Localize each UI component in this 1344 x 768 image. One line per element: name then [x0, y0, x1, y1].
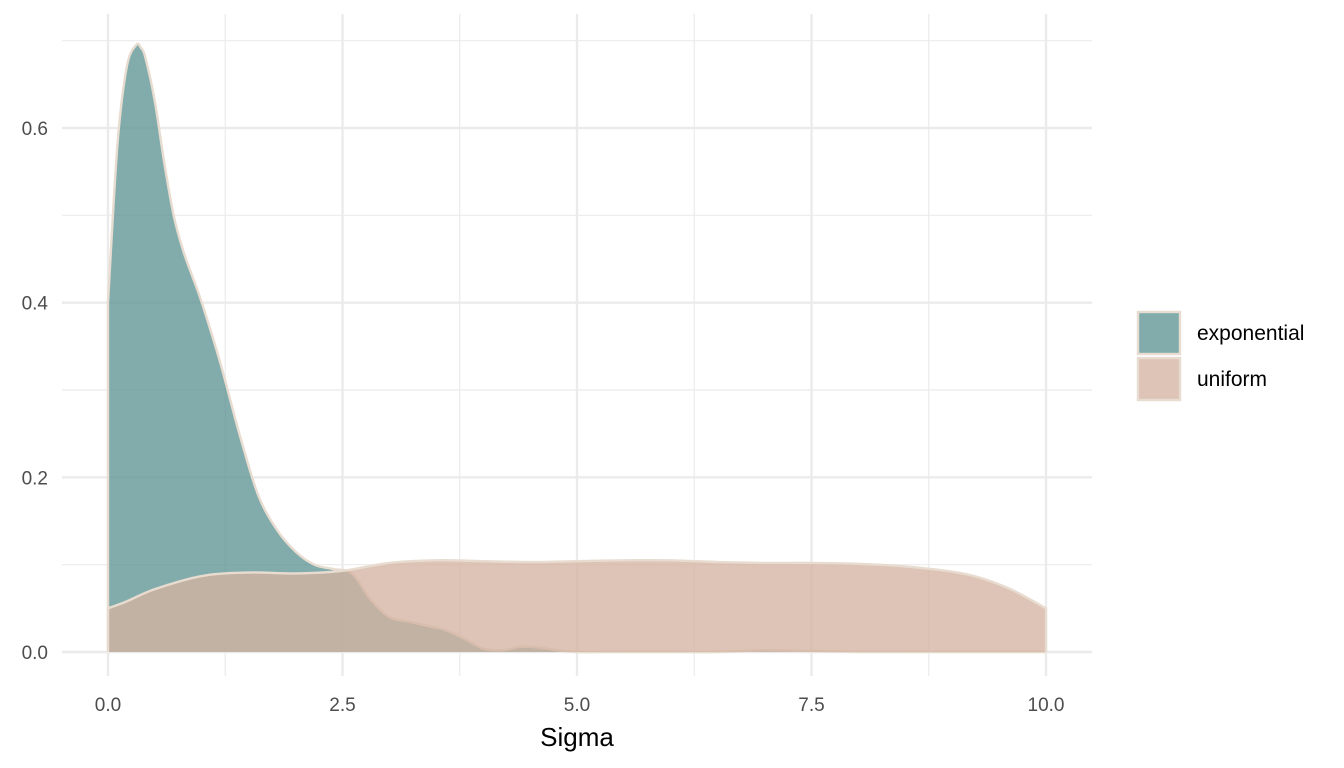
- y-tick-label: 0.0: [22, 643, 48, 664]
- x-axis-title: Sigma: [540, 722, 614, 752]
- x-tick-label: 5.0: [564, 695, 590, 716]
- y-axis-tick-labels: 0.0 0.2 0.4 0.6: [22, 119, 49, 664]
- x-tick-label: 10.0: [1028, 695, 1065, 716]
- density-area-uniform: [108, 560, 1046, 652]
- legend-key-uniform: [1136, 356, 1182, 402]
- y-tick-label: 0.4: [22, 294, 49, 315]
- y-tick-label: 0.6: [22, 119, 48, 140]
- x-axis-tick-labels: 0.0 2.5 5.0 7.5 10.0: [95, 695, 1065, 716]
- x-tick-label: 7.5: [798, 695, 824, 716]
- density-outline-uniform: [106, 558, 1048, 652]
- legend: exponential uniform: [1136, 310, 1304, 402]
- x-tick-label: 2.5: [329, 695, 355, 716]
- x-tick-label: 0.0: [95, 695, 121, 716]
- y-tick-label: 0.2: [22, 468, 48, 489]
- legend-label-exponential: exponential: [1197, 322, 1304, 345]
- legend-key-exponential: [1136, 310, 1182, 356]
- density-areas: [106, 42, 1048, 654]
- legend-label-uniform: uniform: [1197, 368, 1267, 391]
